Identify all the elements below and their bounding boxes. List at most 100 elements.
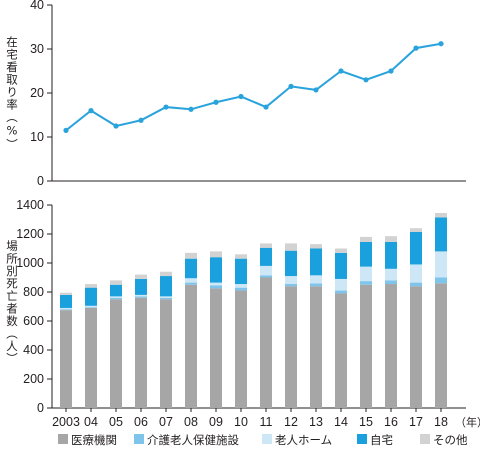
legend-label: その他 <box>433 433 468 447</box>
bar-y-tick-label: 1400 <box>16 198 44 212</box>
bar-segment-series-2 <box>185 278 197 283</box>
bar-segment-series-3 <box>210 257 222 283</box>
bar-segment-series-2 <box>410 264 422 283</box>
bar-segment-series-1 <box>185 282 197 285</box>
line-y-tick-label: 10 <box>30 130 44 144</box>
bar-segment-series-3 <box>60 294 72 308</box>
x-tick-label: 11 <box>260 415 273 429</box>
x-tick-label: 15 <box>359 415 373 429</box>
bar-segment-series-2 <box>260 265 272 276</box>
x-tick-label: 07 <box>159 415 173 429</box>
line-panel: 0 10 20 30 40 在宅看取り率（%） <box>5 0 466 188</box>
bar-segment-series-1 <box>235 287 247 291</box>
line-y-tick-label: 40 <box>30 0 44 12</box>
bar-segment-series-1 <box>210 285 222 289</box>
bar-segment-series-2 <box>210 282 222 286</box>
bar-segment-series-3 <box>160 276 172 297</box>
bar-segment-series-3 <box>285 250 297 277</box>
bar-segment-series-4 <box>310 244 322 249</box>
line-y-tick-label: 30 <box>30 42 44 56</box>
home-death-rate-line <box>65 42 442 132</box>
x-tick-label: 09 <box>209 415 223 429</box>
bar-segment-series-0 <box>160 299 172 408</box>
home-death-rate-point <box>313 87 319 93</box>
home-death-rate-point <box>138 117 144 123</box>
x-tick-label: 12 <box>284 415 298 429</box>
line-y-label: 在宅看取り率（%） <box>5 36 19 151</box>
bar-segment-series-2 <box>235 284 247 288</box>
home-death-rate-point <box>88 108 94 114</box>
bar-segment-series-4 <box>60 292 72 295</box>
legend-label: 医療機関 <box>71 433 117 447</box>
x-tick-label: 17 <box>409 415 423 429</box>
home-death-rate-point <box>388 68 394 74</box>
x-tick-label: 18 <box>434 415 448 429</box>
bar-segment-series-2 <box>160 296 172 298</box>
bar-segment-series-4 <box>85 284 97 288</box>
legend-swatch <box>357 434 367 444</box>
legend-label: 老人ホーム <box>275 433 332 447</box>
bar-segment-series-0 <box>335 293 347 408</box>
bar-segment-series-0 <box>260 277 272 408</box>
bar-segment-series-3 <box>335 252 347 279</box>
bar-segment-series-1 <box>435 277 447 284</box>
line-y-tick-label: 20 <box>30 86 44 100</box>
bar-segment-series-2 <box>135 294 147 297</box>
home-death-rate-point <box>438 41 444 47</box>
bar-segment-series-4 <box>435 212 447 218</box>
bar-segment-series-3 <box>360 241 372 267</box>
bar-segment-series-2 <box>435 251 447 278</box>
home-death-rate-point <box>338 68 344 74</box>
x-tick-label: 08 <box>184 415 198 429</box>
bar-segment-series-4 <box>135 274 147 279</box>
bar-segment-series-0 <box>110 299 122 408</box>
home-death-rate-point <box>238 93 244 100</box>
bar-segment-series-3 <box>235 258 247 285</box>
bar-segment-series-4 <box>385 236 397 242</box>
bar-segment-series-3 <box>410 231 422 265</box>
x-tick-label: 10 <box>234 415 248 429</box>
bar-segment-series-4 <box>260 243 272 248</box>
bar-segment-series-1 <box>160 297 172 300</box>
bar-segment-series-3 <box>85 287 97 306</box>
bar-segment-series-0 <box>435 283 447 408</box>
bar-segment-series-1 <box>310 283 322 287</box>
bar-segment-series-2 <box>85 305 97 308</box>
x-tick-label: 14 <box>334 415 348 429</box>
bar-segment-series-4 <box>160 271 172 277</box>
bar-segment-series-4 <box>360 236 372 242</box>
bar-y-tick-label: 1200 <box>16 227 44 241</box>
bar-segment-series-0 <box>135 297 147 408</box>
bar-segment-series-4 <box>210 251 222 258</box>
bar-y-tick-label: 200 <box>23 372 44 386</box>
x-tick-label: 13 <box>309 415 323 429</box>
home-death-rate-point <box>63 127 69 133</box>
legend-swatch <box>58 434 68 444</box>
home-death-rate-point <box>413 45 419 51</box>
bar-segment-series-3 <box>310 248 322 276</box>
bar-segment-series-2 <box>360 266 372 282</box>
legend-swatch <box>134 434 144 444</box>
bar-segment-series-0 <box>210 288 222 408</box>
bar-segment-series-4 <box>110 280 122 285</box>
bar-segment-series-1 <box>135 296 147 298</box>
legend-label: 自宅 <box>370 433 393 447</box>
bar-segment-series-4 <box>410 228 422 232</box>
bar-segment-series-0 <box>235 290 247 408</box>
bar-segment-series-1 <box>85 307 97 308</box>
bar-segment-series-3 <box>110 284 122 297</box>
bar-segment-series-2 <box>60 307 72 310</box>
bar-segment-series-3 <box>435 217 447 252</box>
x-tick-label: 06 <box>134 415 148 429</box>
x-tick-label: 2003 <box>52 415 80 429</box>
x-tick-label: 04 <box>84 415 98 429</box>
x-unit-label: （年） <box>455 415 480 429</box>
bar-segment-series-4 <box>335 248 347 253</box>
bar-segment-series-0 <box>185 284 197 408</box>
home-death-rate-point <box>288 83 294 89</box>
home-death-rate-point <box>188 106 194 112</box>
bar-segment-series-0 <box>360 284 372 408</box>
bar-segment-series-3 <box>135 278 147 295</box>
home-death-rate-point <box>263 104 269 110</box>
